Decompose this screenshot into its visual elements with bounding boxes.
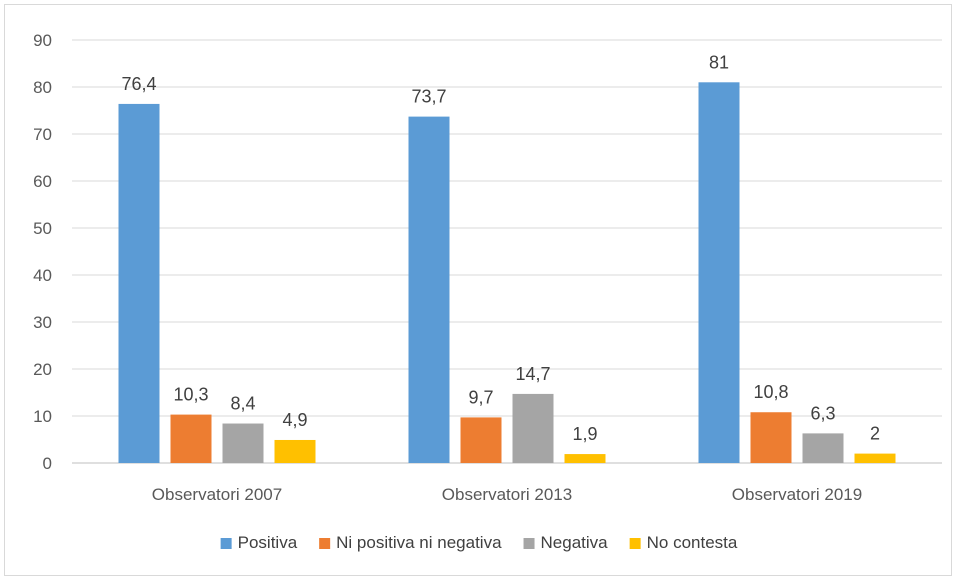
bar bbox=[118, 103, 160, 464]
bar bbox=[854, 453, 896, 463]
data-label: 76,4 bbox=[121, 74, 156, 94]
legend: Positiva Ni positiva ni negativa Negativa N… bbox=[220, 533, 738, 552]
legend-swatch bbox=[629, 538, 641, 549]
data-label: 1,9 bbox=[572, 424, 597, 444]
data-label: 4,9 bbox=[282, 410, 307, 430]
bar bbox=[802, 433, 844, 463]
bar bbox=[408, 116, 450, 464]
data-label: 81 bbox=[709, 52, 729, 72]
legend-label: No contesta bbox=[647, 533, 738, 552]
gridlines bbox=[72, 39, 942, 464]
y-tick-label: 20 bbox=[33, 360, 52, 379]
x-category-label: Observatori 2019 bbox=[732, 485, 862, 504]
bar bbox=[698, 82, 740, 464]
y-tick-label: 10 bbox=[33, 407, 52, 426]
data-label: 2 bbox=[870, 424, 880, 444]
bar bbox=[750, 412, 792, 463]
y-tick-label: 60 bbox=[33, 172, 52, 191]
y-tick-label: 30 bbox=[33, 313, 52, 332]
y-axis-ticks: 0 10 20 30 40 50 60 70 80 90 bbox=[33, 31, 52, 473]
chart-frame bbox=[4, 4, 952, 576]
data-labels: 76,4 10,3 8,4 4,9 73,7 9,7 14,7 1,9 81 10,8 6,3 2 bbox=[121, 52, 880, 444]
data-label: 14,7 bbox=[515, 364, 550, 384]
y-tick-label: 40 bbox=[33, 266, 52, 285]
data-label: 10,3 bbox=[173, 385, 208, 405]
legend-swatch bbox=[220, 538, 232, 549]
y-tick-label: 80 bbox=[33, 78, 52, 97]
y-tick-label: 50 bbox=[33, 219, 52, 238]
bars bbox=[118, 82, 896, 464]
bar bbox=[170, 414, 212, 463]
legend-swatch bbox=[319, 538, 331, 549]
y-tick-label: 90 bbox=[33, 31, 52, 50]
data-label: 10,8 bbox=[753, 382, 788, 402]
data-label: 6,3 bbox=[810, 403, 835, 423]
bar bbox=[460, 417, 502, 463]
legend-label: Negativa bbox=[541, 533, 609, 552]
bar bbox=[222, 423, 264, 463]
data-label: 9,7 bbox=[468, 387, 493, 407]
legend-label: Positiva bbox=[238, 533, 298, 552]
bar bbox=[564, 454, 606, 463]
legend-swatch bbox=[523, 538, 535, 549]
x-category-label: Observatori 2007 bbox=[152, 485, 282, 504]
bar bbox=[512, 393, 554, 463]
legend-label: Ni positiva ni negativa bbox=[336, 533, 502, 552]
bar bbox=[274, 439, 316, 463]
data-label: 8,4 bbox=[230, 394, 255, 414]
y-tick-label: 0 bbox=[43, 454, 52, 473]
x-axis-labels: Observatori 2007 Observatori 2013 Observat… bbox=[152, 485, 862, 504]
data-label: 73,7 bbox=[411, 87, 446, 107]
x-category-label: Observatori 2013 bbox=[442, 485, 572, 504]
y-tick-label: 70 bbox=[33, 125, 52, 144]
